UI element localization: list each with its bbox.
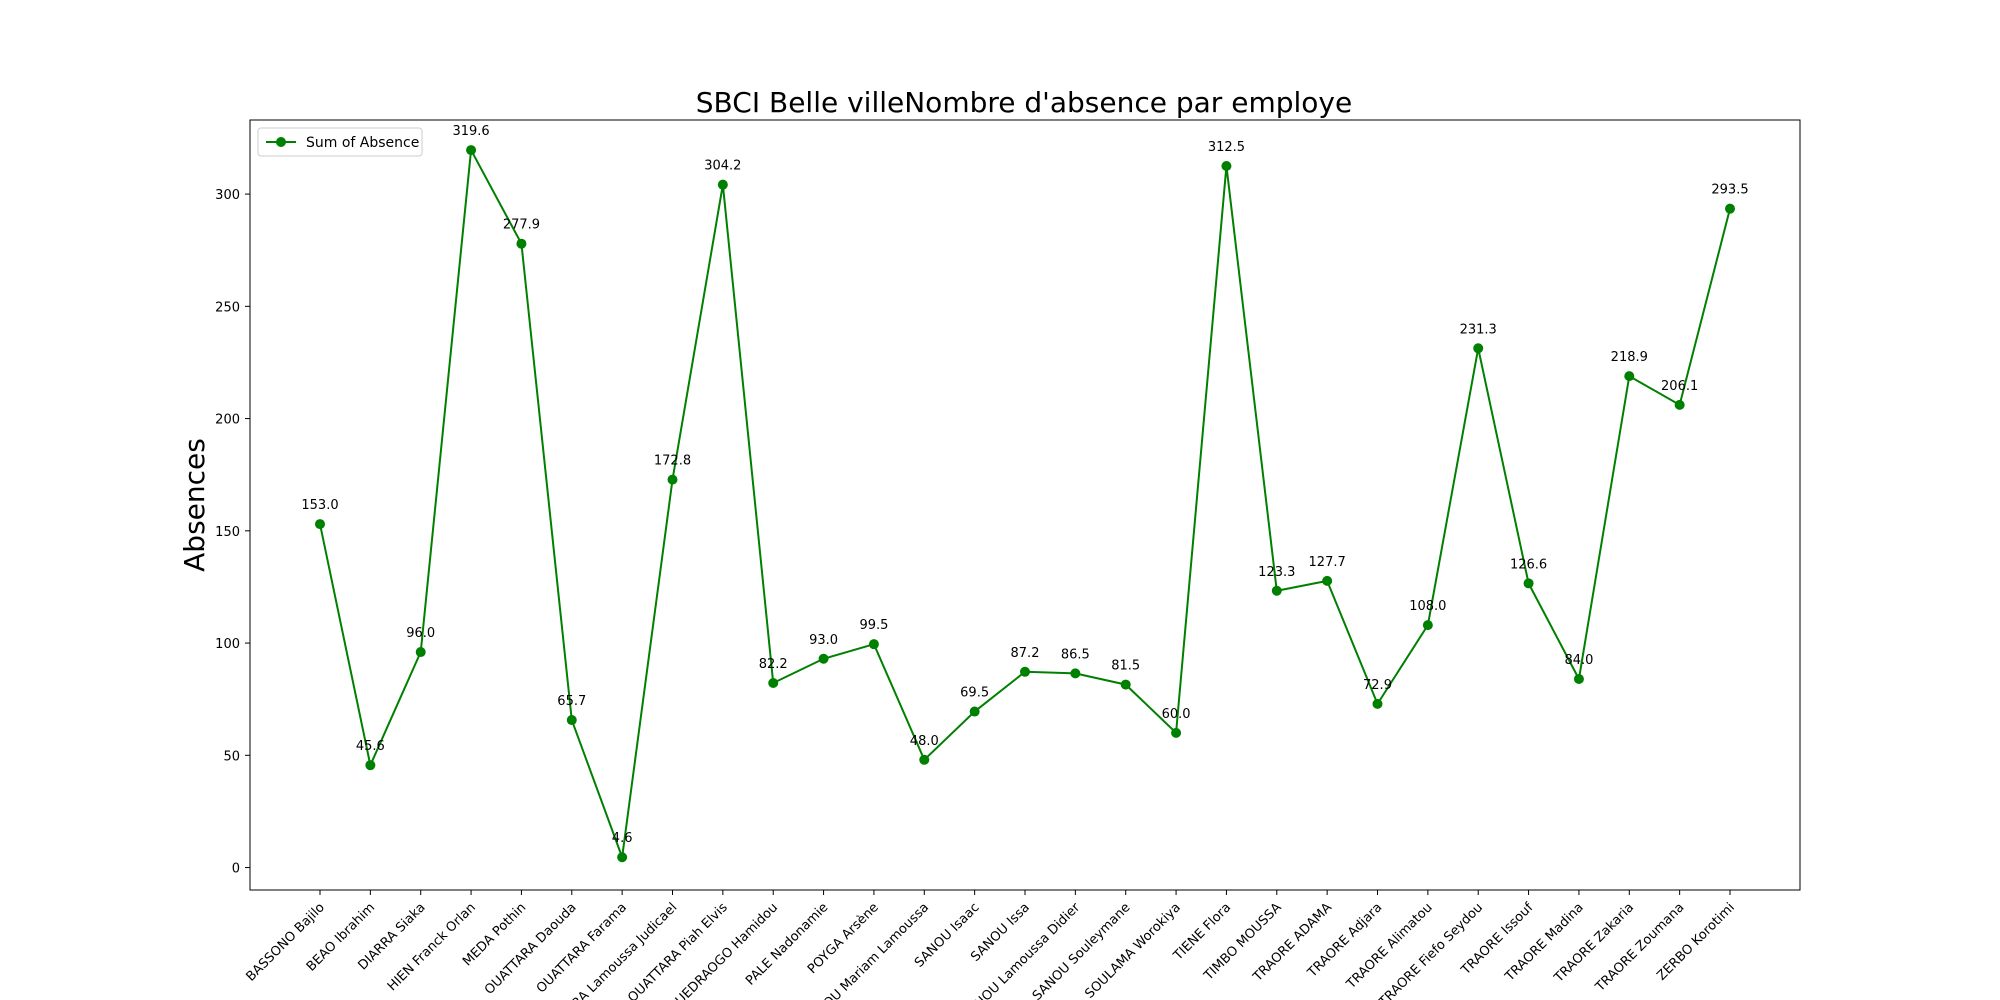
data-label: 72.9 [1363,678,1392,693]
data-label: 99.5 [859,618,888,633]
x-tick-label: HIEN Franck Orlan [385,900,479,994]
data-point [919,754,930,765]
legend: Sum of Absence [257,127,423,157]
data-point [667,474,678,485]
data-point [516,238,527,249]
data-label: 126.6 [1510,557,1547,572]
data-point [617,852,628,863]
data-label: 319.6 [452,124,489,139]
data-point [969,706,980,717]
data-label: 86.5 [1061,647,1090,662]
y-tick-label: 50 [223,749,240,764]
x-tick-label: SANOU Souleymane [1030,900,1134,1000]
x-tick-label: SOULAMA Worokiya [1082,900,1184,1000]
data-point [717,179,728,190]
data-point [1322,575,1333,586]
y-tick-label: 0 [232,862,240,877]
data-label: 218.9 [1611,350,1648,365]
y-axis-ticks: 0 50 100 150 200 250 300 [215,188,250,877]
y-tick-label: 200 [215,413,240,428]
data-label: 123.3 [1258,565,1295,580]
data-label: 93.0 [809,633,838,648]
data-label: 304.2 [704,159,741,174]
data-point [1171,727,1182,738]
data-point [1624,371,1635,382]
y-tick-label: 300 [215,188,240,203]
data-label: 60.0 [1162,707,1191,722]
y-tick-label: 100 [215,637,240,652]
data-label: 293.5 [1711,183,1748,198]
data-label: 4.6 [612,831,633,846]
data-label: 108.0 [1409,599,1446,614]
data-point [868,639,879,650]
series-layer: 153.0 45.6 96.0 319.6 277.9 65.7 4.6 172.8 304.2… [301,124,1749,863]
data-point [1725,203,1735,214]
data-point [1674,399,1685,410]
y-axis-label: Absences [178,438,211,572]
data-label: 45.6 [356,739,385,754]
x-tick-label: OUATTARA Farama [534,900,630,996]
data-label: 82.2 [759,657,788,672]
y-tick-label: 150 [215,525,240,540]
legend-label: Sum of Absence [306,135,419,151]
series-line [319,146,1731,858]
data-point [1372,698,1383,709]
data-label: 81.5 [1111,659,1140,674]
data-label: 69.5 [960,686,989,701]
y-tick-label: 250 [215,300,240,315]
data-label: 87.2 [1011,646,1040,661]
data-label: 206.1 [1661,379,1698,394]
data-point [1523,578,1534,589]
data-point [415,647,426,658]
data-label: 65.7 [557,694,586,709]
data-label: 48.0 [910,734,939,749]
data-point [818,653,829,664]
data-point [315,519,325,530]
x-tick-label: OUATTARA Daouda [482,900,580,998]
data-label: 312.5 [1208,140,1245,155]
data-point [466,145,477,156]
data-point [1020,666,1030,677]
data-point [768,678,779,689]
data-point [1120,679,1131,690]
chart-title: SBCI Belle villeNombre d'absence par emp… [696,86,1352,119]
data-point [1422,620,1433,631]
data-label: 153.0 [301,498,338,513]
legend-box [257,127,423,157]
data-point [566,715,577,726]
data-point [1271,585,1282,596]
x-tick-label: TRAORE Alimatou [1343,900,1435,992]
x-tick-label: TRAORE Zoumana [1592,900,1687,995]
data-point [1221,161,1232,172]
data-label: 96.0 [406,626,435,641]
data-point [1070,668,1081,679]
plot-frame [249,119,1801,891]
data-label: 231.3 [1460,322,1497,337]
data-label: 172.8 [654,454,691,469]
data-label: 84.0 [1564,653,1593,668]
legend-marker [276,137,286,147]
data-label: 277.9 [503,218,540,233]
data-label: 127.7 [1309,555,1346,570]
data-point [1573,673,1584,684]
data-point [1473,343,1484,354]
data-point [365,760,376,771]
